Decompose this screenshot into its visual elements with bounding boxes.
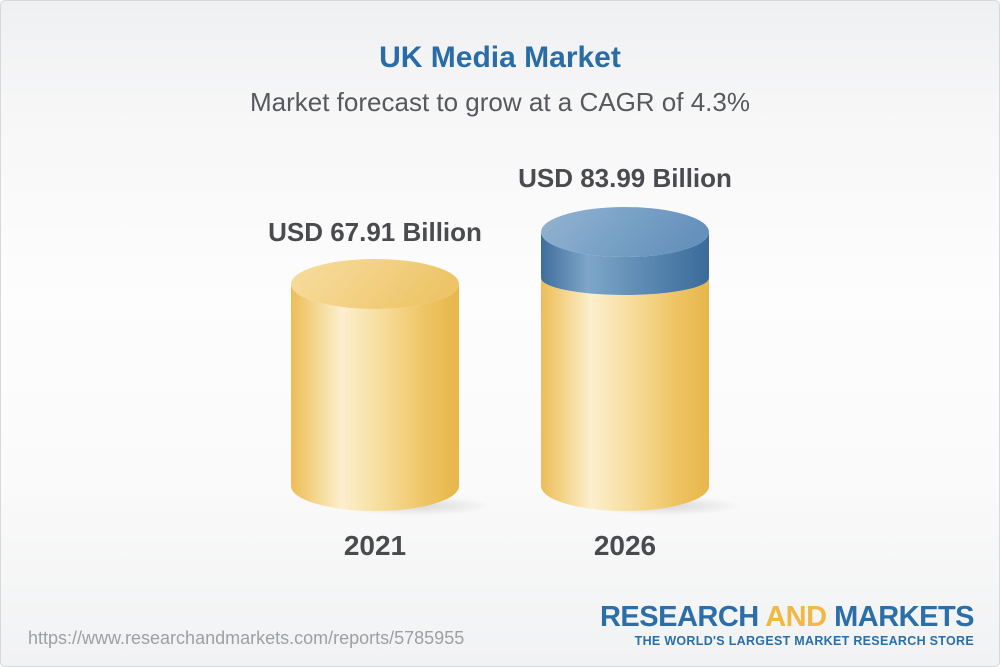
logo-word-research: RESEARCH — [599, 601, 759, 633]
logo-tagline: THE WORLD'S LARGEST MARKET RESEARCH STOR… — [634, 634, 974, 649]
report-url: https://www.researchandmarkets.com/repor… — [28, 628, 465, 648]
chart-subtitle: Market forecast to grow at a CAGR of 4.3… — [250, 87, 750, 117]
logo-word-and: AND — [765, 601, 827, 633]
cylinder-2021-body — [291, 284, 459, 511]
chart-title: UK Media Market — [379, 41, 621, 74]
cylinder-2021-top — [291, 259, 459, 309]
cylinder-2026-blue-band — [541, 232, 709, 295]
logo-wordmark: RESEARCH AND MARKETS — [599, 601, 975, 633]
category-label-2021: 2021 — [343, 530, 407, 561]
cylinder-2026-gold-body — [541, 278, 709, 511]
cylinder-bar-2026 — [541, 207, 709, 511]
cylinder-2026-top — [541, 207, 709, 257]
category-label-2026: 2026 — [593, 530, 657, 561]
value-label-2026: USD 83.99 Billion — [518, 163, 732, 193]
value-label-2021: USD 67.91 Billion — [268, 217, 482, 247]
cylinder-bar-2021 — [291, 259, 459, 511]
logo-word-markets: MARKETS — [834, 601, 974, 633]
research-and-markets-logo: RESEARCH AND MARKETS THE WORLD'S LARGEST… — [599, 601, 975, 649]
